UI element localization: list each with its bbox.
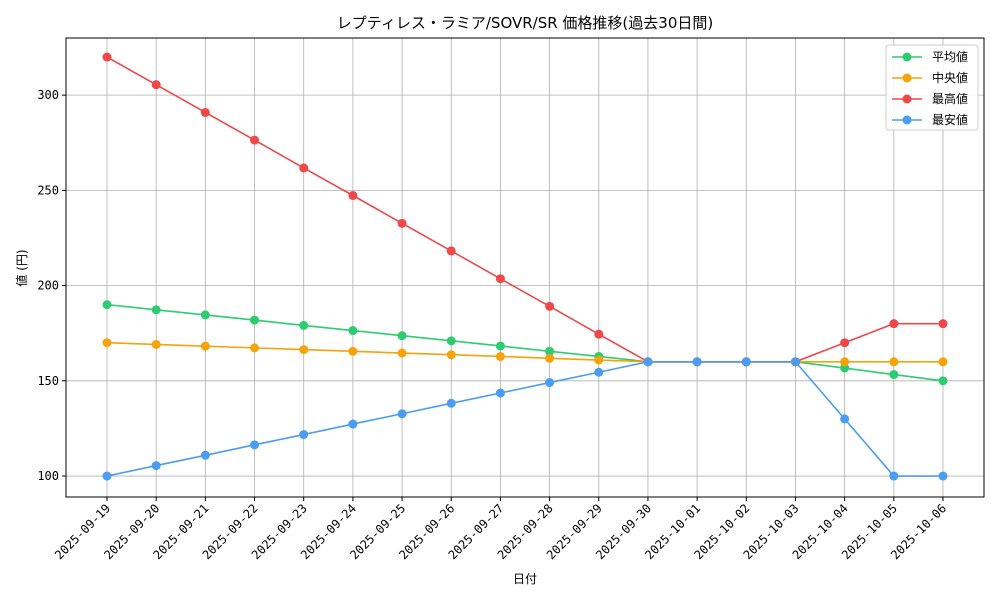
legend-marker: [902, 94, 912, 104]
data-point: [397, 348, 407, 358]
y-tick-label: 300: [37, 88, 59, 102]
data-point: [495, 274, 505, 284]
data-point: [102, 300, 112, 310]
data-point: [250, 343, 260, 353]
legend-marker: [902, 52, 912, 62]
data-point: [594, 329, 604, 339]
data-point: [397, 409, 407, 419]
x-axis: 2025-09-192025-09-202025-09-212025-09-22…: [52, 497, 949, 562]
legend-marker: [902, 115, 912, 125]
data-point: [545, 353, 555, 363]
y-tick-label: 100: [37, 469, 59, 483]
data-point: [889, 319, 899, 329]
data-point: [397, 218, 407, 228]
series-line-4: [106, 360, 943, 477]
series-lines: [102, 52, 948, 481]
data-point: [938, 357, 948, 367]
data-point: [151, 461, 161, 471]
data-point: [889, 370, 899, 380]
data-point: [692, 357, 702, 367]
data-point: [102, 471, 112, 481]
data-point: [102, 52, 112, 62]
data-point: [446, 336, 456, 346]
legend-label: 平均値: [932, 49, 968, 64]
data-point: [299, 430, 309, 440]
series-line-2: [106, 341, 943, 363]
data-point: [594, 367, 604, 377]
data-point: [250, 135, 260, 145]
data-point: [889, 357, 899, 367]
legend-label: 中央値: [932, 70, 968, 85]
data-point: [151, 339, 161, 349]
data-point: [840, 338, 850, 348]
series-line-1: [106, 303, 944, 382]
data-point: [200, 450, 210, 460]
data-point: [495, 388, 505, 398]
plot-frame: [65, 37, 985, 498]
data-point: [495, 341, 505, 351]
data-point: [545, 378, 555, 388]
data-point: [889, 471, 899, 481]
data-point: [200, 107, 210, 117]
legend-label: 最安値: [932, 112, 968, 127]
y-tick-label: 150: [37, 374, 59, 388]
data-point: [840, 363, 850, 373]
data-point: [397, 331, 407, 341]
data-point: [545, 346, 555, 356]
data-point: [299, 345, 309, 355]
data-point: [200, 310, 210, 320]
data-point: [250, 440, 260, 450]
data-point: [348, 346, 358, 356]
data-point: [151, 305, 161, 315]
y-axis-title: 値 (円): [14, 249, 29, 286]
data-point: [200, 341, 210, 351]
grid-lines: [66, 38, 984, 497]
y-tick-label: 200: [37, 279, 59, 293]
series-line-3: [106, 56, 943, 363]
data-point: [643, 357, 653, 367]
data-point: [938, 319, 948, 329]
data-point: [790, 357, 800, 367]
data-point: [594, 355, 604, 365]
data-point: [348, 326, 358, 336]
data-point: [299, 320, 309, 330]
data-point: [446, 398, 456, 408]
data-point: [545, 301, 555, 311]
data-point: [938, 471, 948, 481]
data-point: [741, 357, 751, 367]
x-axis-title: 日付: [513, 572, 537, 586]
data-point: [446, 350, 456, 360]
y-tick-label: 250: [37, 183, 59, 197]
data-point: [938, 376, 948, 386]
y-axis: 100 150 200 250 300: [37, 88, 66, 483]
data-point: [840, 357, 850, 367]
legend-box: [885, 44, 979, 131]
data-point: [348, 191, 358, 201]
data-point: [250, 315, 260, 325]
legend-label: 最高値: [932, 91, 968, 106]
data-point: [495, 351, 505, 361]
legend-marker: [902, 73, 912, 83]
data-point: [840, 414, 850, 424]
data-point: [102, 338, 112, 348]
data-point: [151, 80, 161, 90]
data-point: [446, 246, 456, 256]
data-point: [299, 163, 309, 173]
data-point: [348, 419, 358, 429]
chart-title: レプティレス・ラミア/SOVR/SR 価格推移(過去30日間): [337, 14, 713, 32]
